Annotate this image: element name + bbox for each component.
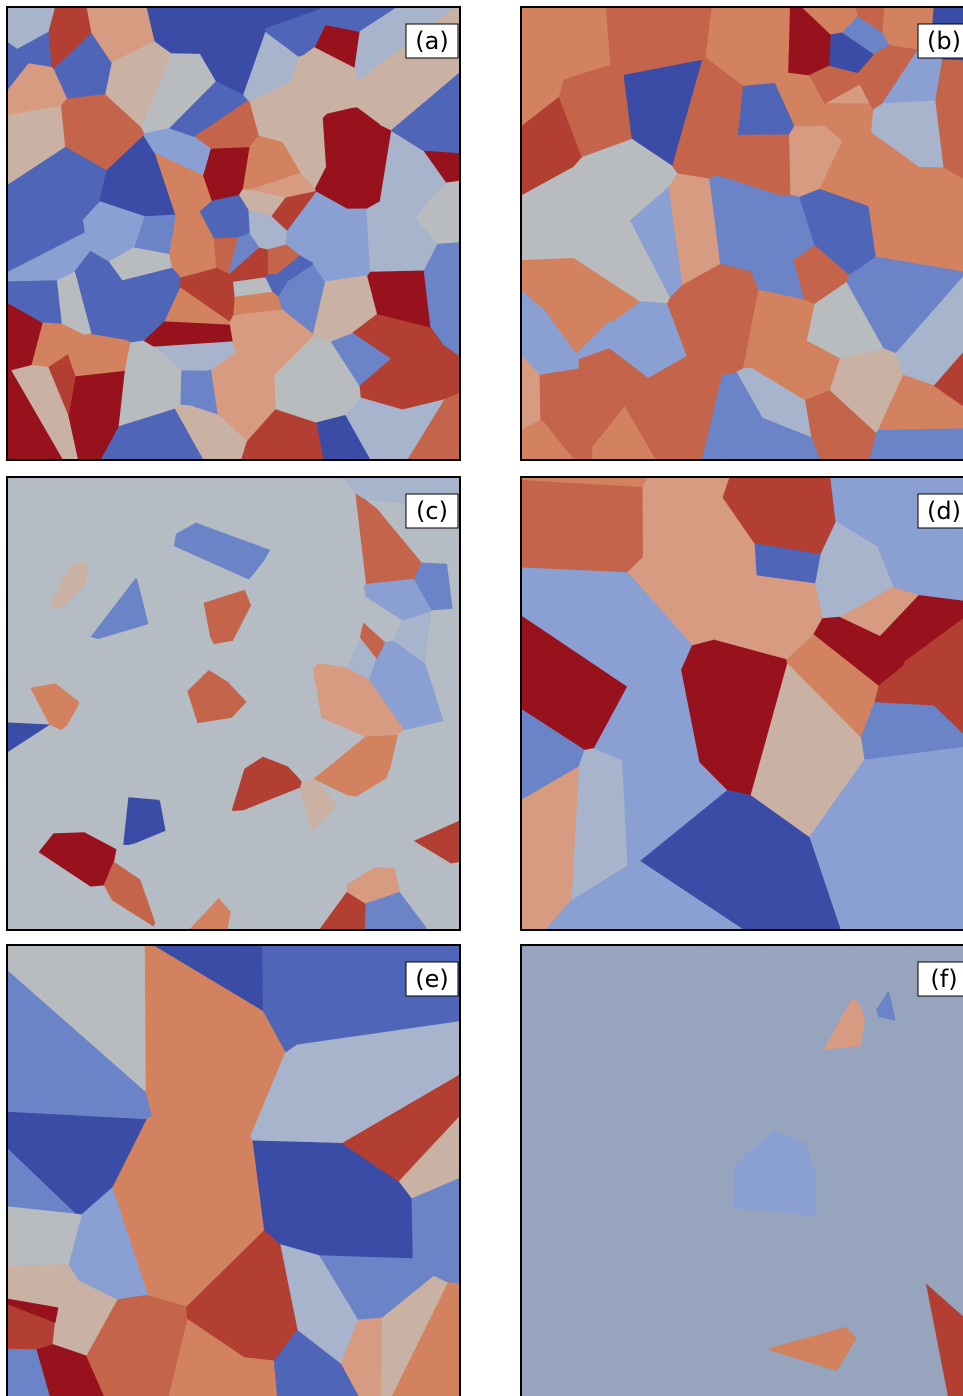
panel: (b) <box>521 7 963 460</box>
panel: (e) <box>7 945 460 1396</box>
figure: (a) (b) (c) (d) (e) (f) <box>0 0 963 1396</box>
panel-label: (a) <box>415 27 448 55</box>
panel: (a) <box>7 7 460 460</box>
panel: (d) <box>521 477 963 930</box>
panel: (c) <box>7 477 460 930</box>
panel: (f) <box>521 945 963 1396</box>
panel-label: (d) <box>927 497 961 525</box>
panel-label: (f) <box>930 965 957 993</box>
grain <box>90 758 128 798</box>
panel-label: (e) <box>415 965 449 993</box>
panel-label: (b) <box>927 27 961 55</box>
panel-label: (c) <box>416 497 448 525</box>
grain <box>7 1207 82 1266</box>
grain <box>521 480 643 572</box>
grain <box>869 429 963 461</box>
